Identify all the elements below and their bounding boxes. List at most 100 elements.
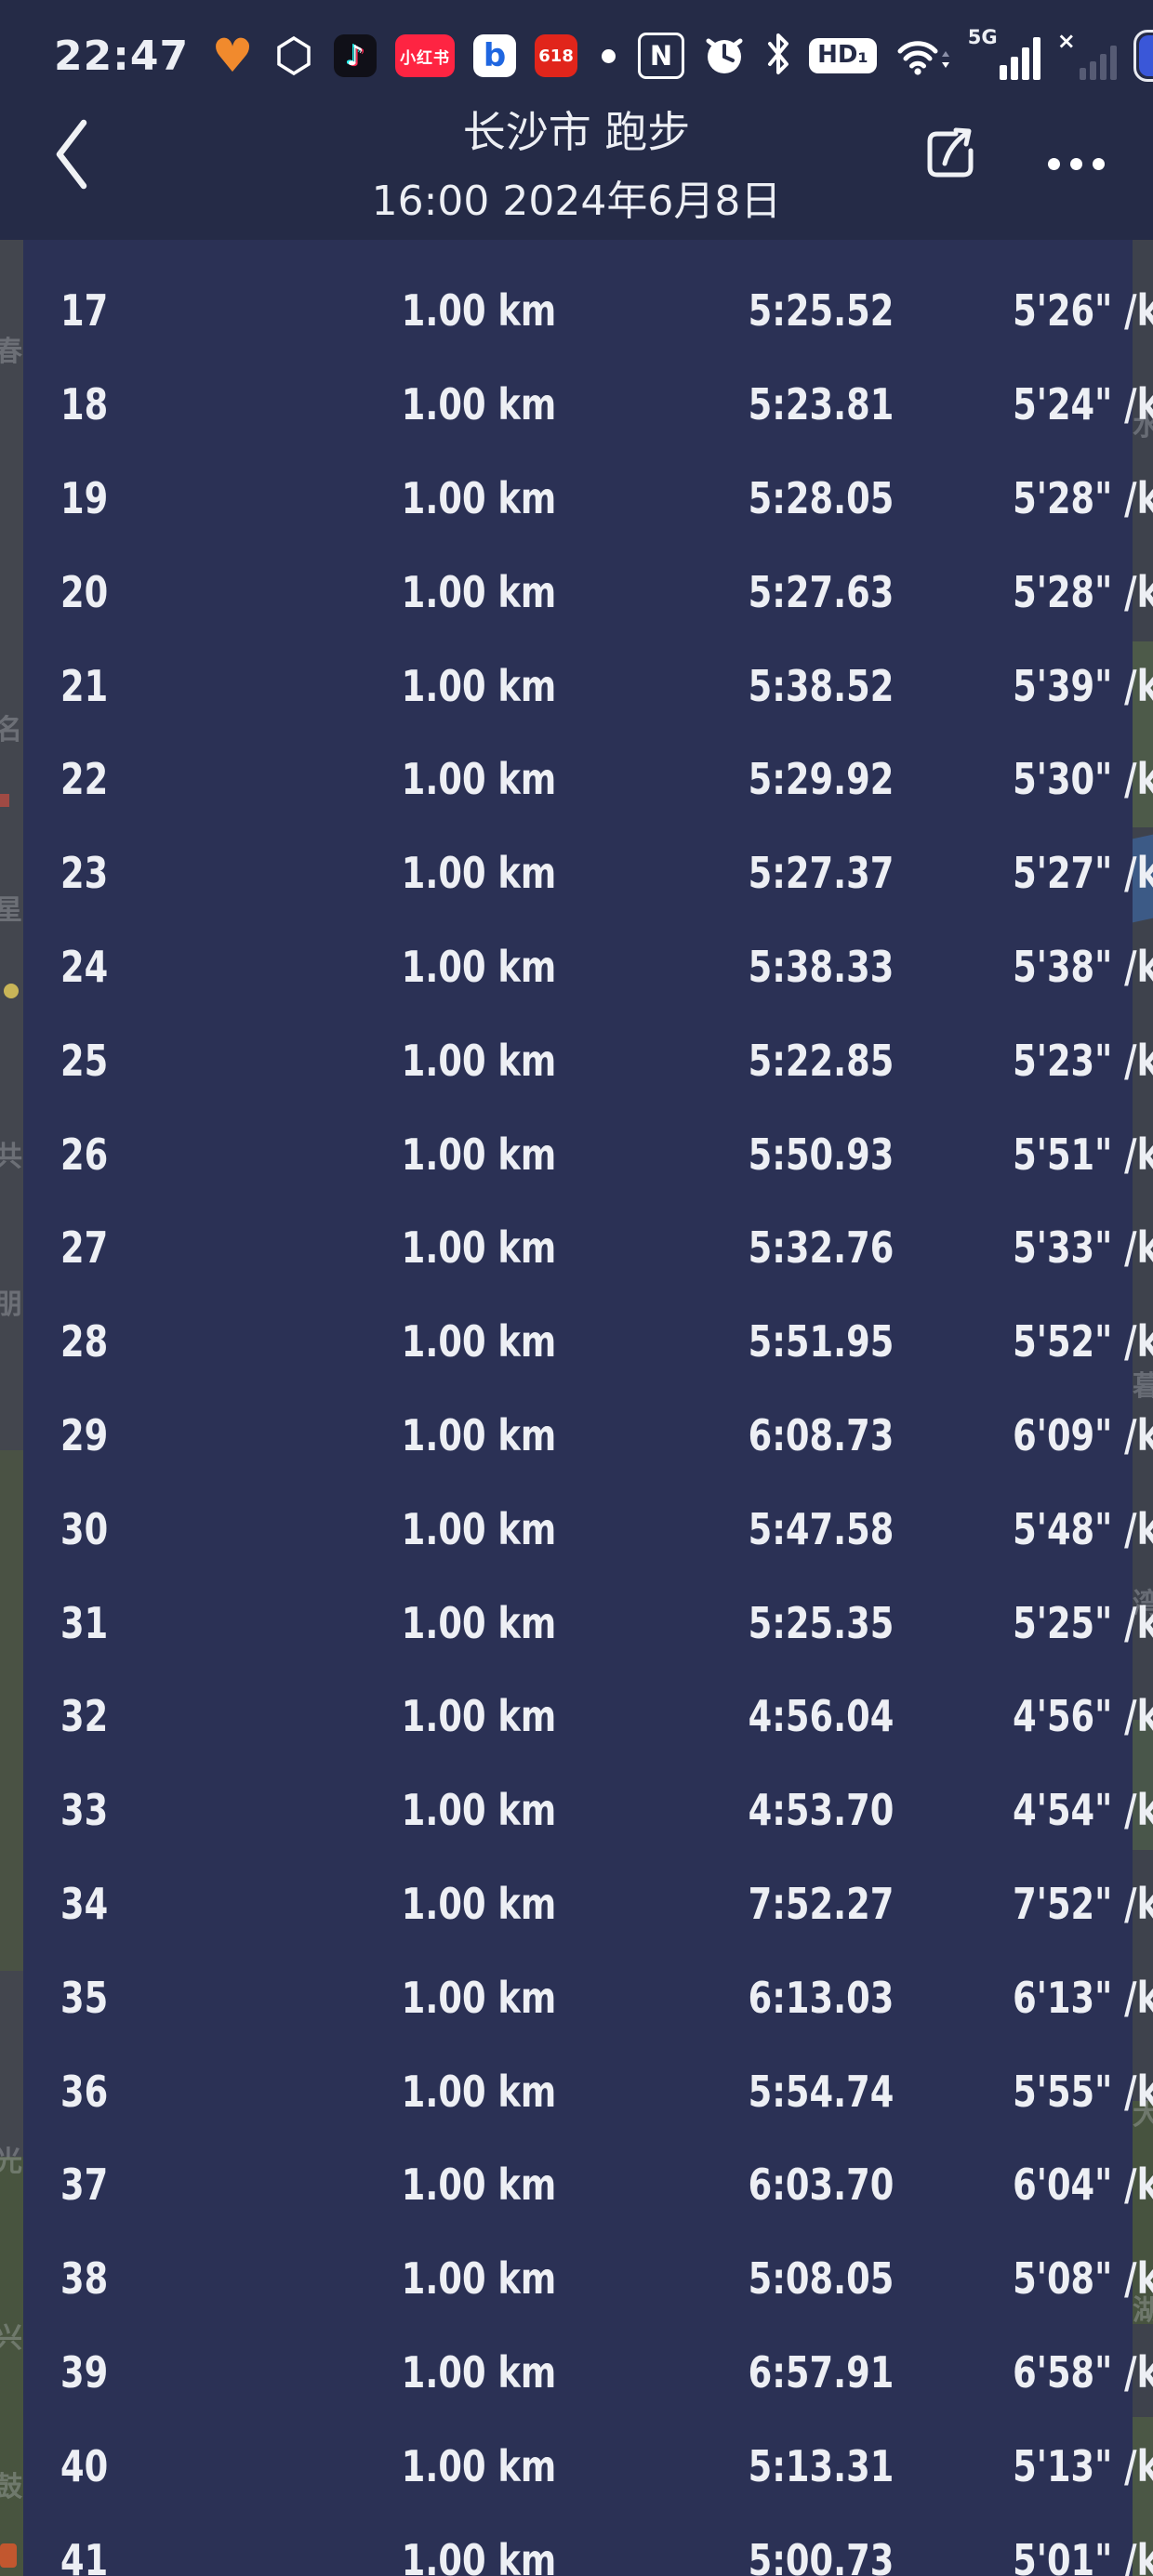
cell-duration: 5:38.52: [748, 660, 894, 711]
map-green-area: [0, 2157, 23, 2576]
map-label-fragment: 兴: [0, 2322, 22, 2355]
cell-pace: 5'28" /km: [1013, 566, 1153, 617]
cell-km-index: 28: [60, 1316, 109, 1367]
cell-pace: 7'52" /km: [1013, 1878, 1153, 1929]
status-bar: 22:47 ♥ ♪ 小红书 b 618 N: [0, 0, 1153, 104]
cell-distance: 1.00 km: [401, 1785, 557, 1836]
bluetooth-icon: [764, 31, 792, 81]
battery-icon: 67: [1133, 30, 1153, 82]
cell-duration: 4:53.70: [748, 1785, 894, 1836]
cell-pace: 5'23" /km: [1013, 1035, 1153, 1086]
title-block: 长沙市 跑步 16:00 2024年6月8日: [139, 106, 1014, 227]
cell-distance: 1.00 km: [401, 285, 557, 337]
cell-km-index: 33: [60, 1785, 109, 1836]
cell-distance: 1.00 km: [401, 754, 557, 805]
cell-distance: 1.00 km: [401, 1316, 557, 1367]
table-row: 28 1.00 km 5:51.95 5'52" /km: [23, 1295, 1153, 1389]
cell-duration: 5:08.05: [748, 2253, 894, 2305]
map-green-area: [1133, 2101, 1153, 2324]
cell-duration: 6:03.70: [748, 2160, 894, 2211]
table-row: 25 1.00 km 5:22.85 5'23" /km: [23, 1013, 1153, 1107]
cell-distance: 1.00 km: [401, 566, 557, 617]
cell-pace: 6'04" /km: [1013, 2160, 1153, 2211]
cell-km-index: 30: [60, 1503, 109, 1554]
table-row: 29 1.00 km 6:08.73 6'09" /km: [23, 1389, 1153, 1483]
cell-pace: 5'24" /km: [1013, 379, 1153, 430]
back-button[interactable]: [48, 115, 100, 193]
nav-bar: 长沙市 跑步 16:00 2024年6月8日: [0, 104, 1153, 244]
more-notifications-dot: [602, 48, 616, 63]
cell-km-index: 36: [60, 2066, 109, 2117]
cell-distance: 1.00 km: [401, 1972, 557, 2023]
cell-distance: 1.00 km: [401, 1691, 557, 1742]
table-row: 40 1.00 km 5:13.31 5'13" /km: [23, 2419, 1153, 2513]
cell-distance: 1.00 km: [401, 1409, 557, 1460]
cell-pace: 6'58" /km: [1013, 2346, 1153, 2398]
cell-pace: 5'39" /km: [1013, 660, 1153, 711]
cell-distance: 1.00 km: [401, 2440, 557, 2491]
page-subtitle: 16:00 2024年6月8日: [371, 177, 782, 225]
douyin-icon: ♪: [334, 34, 378, 77]
cell-pace: 5'33" /km: [1013, 1222, 1153, 1274]
cell-distance: 1.00 km: [401, 2346, 557, 2398]
cell-duration: 5:54.74: [748, 2066, 894, 2117]
cell-km-index: 41: [60, 2534, 109, 2576]
map-road-mark: [0, 794, 9, 807]
cell-pace: 4'56" /km: [1013, 1691, 1153, 1742]
xiaohongshu-icon: 小红书: [395, 34, 456, 77]
cell-distance: 1.00 km: [401, 848, 557, 899]
cell-duration: 5:25.52: [748, 285, 894, 337]
more-menu-button[interactable]: [1048, 158, 1105, 170]
cell-pace: 5'52" /km: [1013, 1316, 1153, 1367]
cell-distance: 1.00 km: [401, 1222, 557, 1274]
cell-duration: 5:00.73: [748, 2534, 894, 2576]
cell-duration: 5:22.85: [748, 1035, 894, 1086]
cell-distance: 1.00 km: [401, 1035, 557, 1086]
share-button[interactable]: [919, 121, 980, 188]
cell-pace: 5'13" /km: [1013, 2440, 1153, 2491]
cell-distance: 1.00 km: [401, 1878, 557, 1929]
map-edge-right: 水暮湾大湖: [1133, 240, 1153, 2576]
cell-km-index: 27: [60, 1222, 109, 1274]
cell-pace: 5'48" /km: [1013, 1503, 1153, 1554]
cell-pace: 5'27" /km: [1013, 848, 1153, 899]
map-label-fragment: 春: [0, 336, 22, 368]
map-green-area: [1133, 2417, 1153, 2576]
cell-pace: 5'01" /km: [1013, 2534, 1153, 2576]
cell-km-index: 22: [60, 754, 109, 805]
table-row: 36 1.00 km 5:54.74 5'55" /km: [23, 2044, 1153, 2138]
cell-pace: 6'13" /km: [1013, 1972, 1153, 2023]
cell-km-index: 40: [60, 2440, 109, 2491]
notification-icons: ♥ ♪ 小红书 b 618: [211, 33, 616, 79]
table-row: 23 1.00 km 5:27.37 5'27" /km: [23, 826, 1153, 920]
cell-distance: 1.00 km: [401, 379, 557, 430]
map-label-fragment: 朋: [0, 1288, 22, 1321]
table-row: 37 1.00 km 6:03.70 6'04" /km: [23, 2138, 1153, 2232]
table-row: 19 1.00 km 5:28.05 5'28" /km: [23, 452, 1153, 546]
nfc-icon: N: [638, 33, 685, 79]
cell-distance: 1.00 km: [401, 2160, 557, 2211]
table-row: 32 1.00 km 4:56.04 4'56" /km: [23, 1670, 1153, 1764]
splits-table: 17 1.00 km 5:25.52 5'26" /km 18 1.00 km 5:23.8…: [23, 240, 1153, 2576]
cell-km-index: 21: [60, 660, 109, 711]
cell-km-index: 39: [60, 2346, 109, 2398]
sim2-disabled-icon: ×: [1057, 28, 1117, 82]
map-label-fragment: 鼓: [0, 2471, 22, 2503]
cell-km-index: 29: [60, 1409, 109, 1460]
cell-duration: 5:29.92: [748, 754, 894, 805]
cell-km-index: 37: [60, 2160, 109, 2211]
cell-duration: 5:51.95: [748, 1316, 894, 1367]
cell-pace: 5'25" /km: [1013, 1597, 1153, 1648]
cell-km-index: 26: [60, 1129, 109, 1180]
cell-pace: 5'28" /km: [1013, 472, 1153, 523]
cell-km-index: 23: [60, 848, 109, 899]
cell-km-index: 31: [60, 1597, 109, 1648]
cell-pace: 5'38" /km: [1013, 941, 1153, 992]
cell-duration: 5:27.63: [748, 566, 894, 617]
table-row: 21 1.00 km 5:38.52 5'39" /km: [23, 639, 1153, 733]
hd-call-badge: HD₁: [809, 38, 877, 73]
map-label-fragment: 水: [1133, 410, 1153, 443]
splits-panel[interactable]: 17 1.00 km 5:25.52 5'26" /km 18 1.00 km 5:23.8…: [23, 240, 1153, 2576]
b-app-icon: b: [473, 34, 517, 77]
cell-km-index: 35: [60, 1972, 109, 2023]
